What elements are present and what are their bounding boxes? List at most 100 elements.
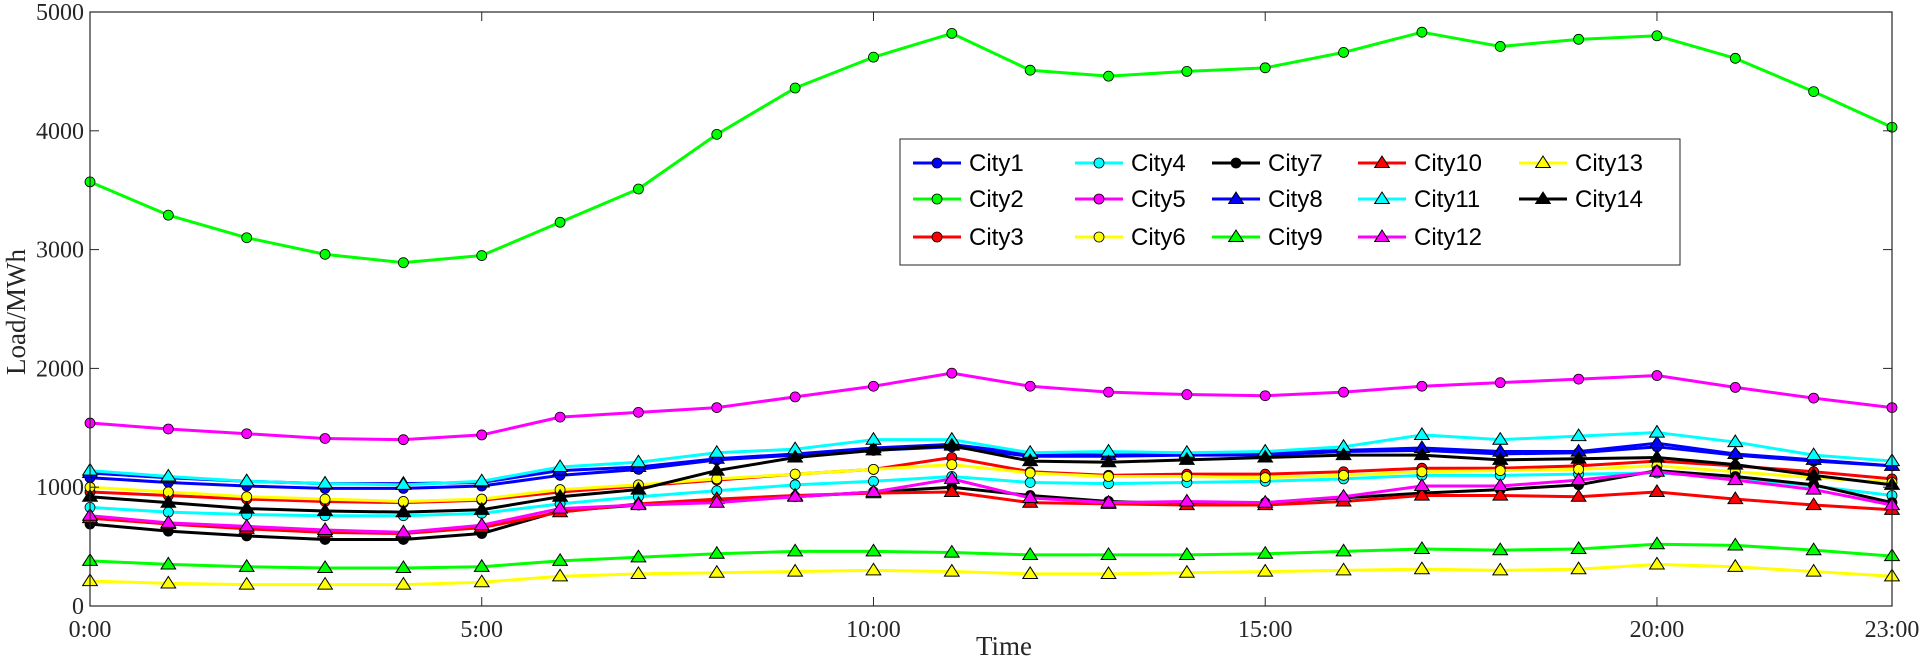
data-point-city10 bbox=[1492, 487, 1509, 501]
data-point-city5 bbox=[1573, 373, 1585, 385]
legend-label: City2 bbox=[969, 186, 1024, 213]
data-point-city12 bbox=[1256, 494, 1274, 508]
data-point-city9 bbox=[1100, 546, 1117, 560]
data-point-city13 bbox=[865, 562, 882, 576]
data-point-city14 bbox=[316, 503, 334, 517]
data-point-city13 bbox=[708, 564, 726, 578]
data-point-city11 bbox=[473, 473, 490, 487]
legend-label: City7 bbox=[1268, 150, 1323, 177]
data-point-city6 bbox=[789, 468, 801, 480]
series-line-city5 bbox=[89, 371, 1893, 442]
data-point-city2 bbox=[1808, 86, 1820, 97]
data-point-city12 bbox=[1492, 478, 1509, 492]
data-point-city4 bbox=[1024, 477, 1036, 488]
legend-item-city14: City14 bbox=[1519, 186, 1643, 213]
series-line-city6 bbox=[89, 463, 1893, 503]
data-point-city12 bbox=[1648, 463, 1666, 477]
data-point-city12 bbox=[786, 488, 804, 502]
legend-label: City4 bbox=[1131, 150, 1186, 177]
data-point-city11 bbox=[238, 473, 255, 487]
data-point-city5 bbox=[711, 402, 723, 414]
legend-marker bbox=[931, 193, 943, 205]
data-point-city2 bbox=[319, 248, 331, 260]
data-point-city6 bbox=[319, 493, 331, 505]
data-point-city2 bbox=[1181, 66, 1193, 77]
plot-frame bbox=[89, 11, 1893, 607]
data-point-city5 bbox=[1338, 386, 1349, 398]
y-axis-label: Load/MWh bbox=[1, 249, 31, 375]
data-point-city9 bbox=[1413, 541, 1431, 555]
legend-item-city9: City9 bbox=[1212, 224, 1323, 251]
series-line-city2 bbox=[89, 30, 1893, 265]
data-point-city5 bbox=[162, 423, 174, 435]
legend-label: City12 bbox=[1414, 224, 1482, 251]
data-point-city14 bbox=[1335, 447, 1352, 461]
data-point-city6 bbox=[1103, 471, 1114, 482]
data-point-city11 bbox=[1570, 428, 1587, 442]
legend: City1 City2 City3 City4 City5 City6 City7 City8… bbox=[899, 138, 1681, 266]
legend-item-city4: City4 bbox=[1075, 150, 1186, 177]
y-tick-label: 3000 bbox=[36, 238, 84, 264]
legend-item-city13: City13 bbox=[1519, 150, 1643, 177]
x-axis-label: Time bbox=[976, 631, 1032, 661]
data-point-city2 bbox=[1651, 30, 1663, 42]
data-point-city13 bbox=[786, 563, 804, 577]
data-point-city9 bbox=[238, 558, 255, 572]
legend-label: City10 bbox=[1414, 150, 1482, 177]
data-point-city10 bbox=[943, 484, 961, 498]
data-point-city5 bbox=[946, 367, 958, 379]
data-point-city9 bbox=[1256, 545, 1274, 559]
data-point-city11 bbox=[708, 444, 726, 458]
data-point-city11 bbox=[1805, 447, 1822, 461]
tick-layer: 0:00 5:00 10:00 15:00 20:00 23:00 0 1000 2000 300… bbox=[36, 0, 1919, 643]
data-point-city2 bbox=[1573, 33, 1585, 45]
data-point-city12 bbox=[865, 484, 882, 498]
series-line-city1 bbox=[89, 445, 1893, 490]
x-tick-label: 5:00 bbox=[460, 617, 503, 643]
data-point-city2 bbox=[633, 183, 644, 195]
series-city13 bbox=[81, 556, 1901, 590]
y-tick-label: 1000 bbox=[36, 475, 84, 501]
legend-item-city3: City3 bbox=[913, 224, 1024, 251]
data-point-city2 bbox=[1103, 70, 1114, 82]
data-point-city13 bbox=[1021, 565, 1039, 579]
data-point-city2 bbox=[1024, 64, 1036, 76]
data-point-city12 bbox=[943, 470, 961, 484]
data-point-city5 bbox=[1181, 389, 1193, 400]
data-point-city2 bbox=[1729, 52, 1741, 64]
legend-marker bbox=[1373, 229, 1391, 243]
data-point-city2 bbox=[946, 27, 958, 39]
data-point-city13 bbox=[1256, 563, 1274, 577]
data-point-city14 bbox=[160, 494, 177, 508]
series-line-city12 bbox=[89, 470, 1893, 534]
data-point-city8 bbox=[1648, 435, 1666, 449]
data-point-city5 bbox=[789, 391, 801, 403]
data-point-city14 bbox=[786, 449, 804, 463]
data-point-city14 bbox=[630, 481, 647, 495]
data-point-city2 bbox=[241, 232, 253, 244]
data-point-city14 bbox=[1805, 467, 1822, 481]
data-point-city9 bbox=[160, 556, 177, 570]
data-point-city6 bbox=[946, 459, 958, 471]
data-point-city9 bbox=[473, 558, 490, 572]
legend-marker bbox=[1534, 191, 1552, 205]
data-point-city2 bbox=[476, 250, 488, 261]
data-point-city9 bbox=[708, 545, 726, 559]
data-point-city12 bbox=[160, 514, 177, 528]
data-point-city14 bbox=[1021, 453, 1039, 467]
data-point-city13 bbox=[1100, 565, 1117, 579]
legend-marker bbox=[931, 231, 943, 243]
legend-marker bbox=[1093, 157, 1105, 169]
series-city9 bbox=[81, 536, 1901, 574]
data-point-city10 bbox=[1413, 487, 1431, 501]
data-point-city5 bbox=[1494, 377, 1506, 389]
data-point-city12 bbox=[1805, 481, 1822, 495]
legend-label: City11 bbox=[1414, 186, 1480, 213]
legend-box bbox=[899, 138, 1681, 266]
data-point-city12 bbox=[708, 494, 726, 508]
legend-label: City3 bbox=[969, 224, 1024, 251]
data-point-city13 bbox=[395, 576, 412, 590]
data-point-city9 bbox=[786, 543, 804, 557]
data-point-city5 bbox=[319, 433, 331, 444]
